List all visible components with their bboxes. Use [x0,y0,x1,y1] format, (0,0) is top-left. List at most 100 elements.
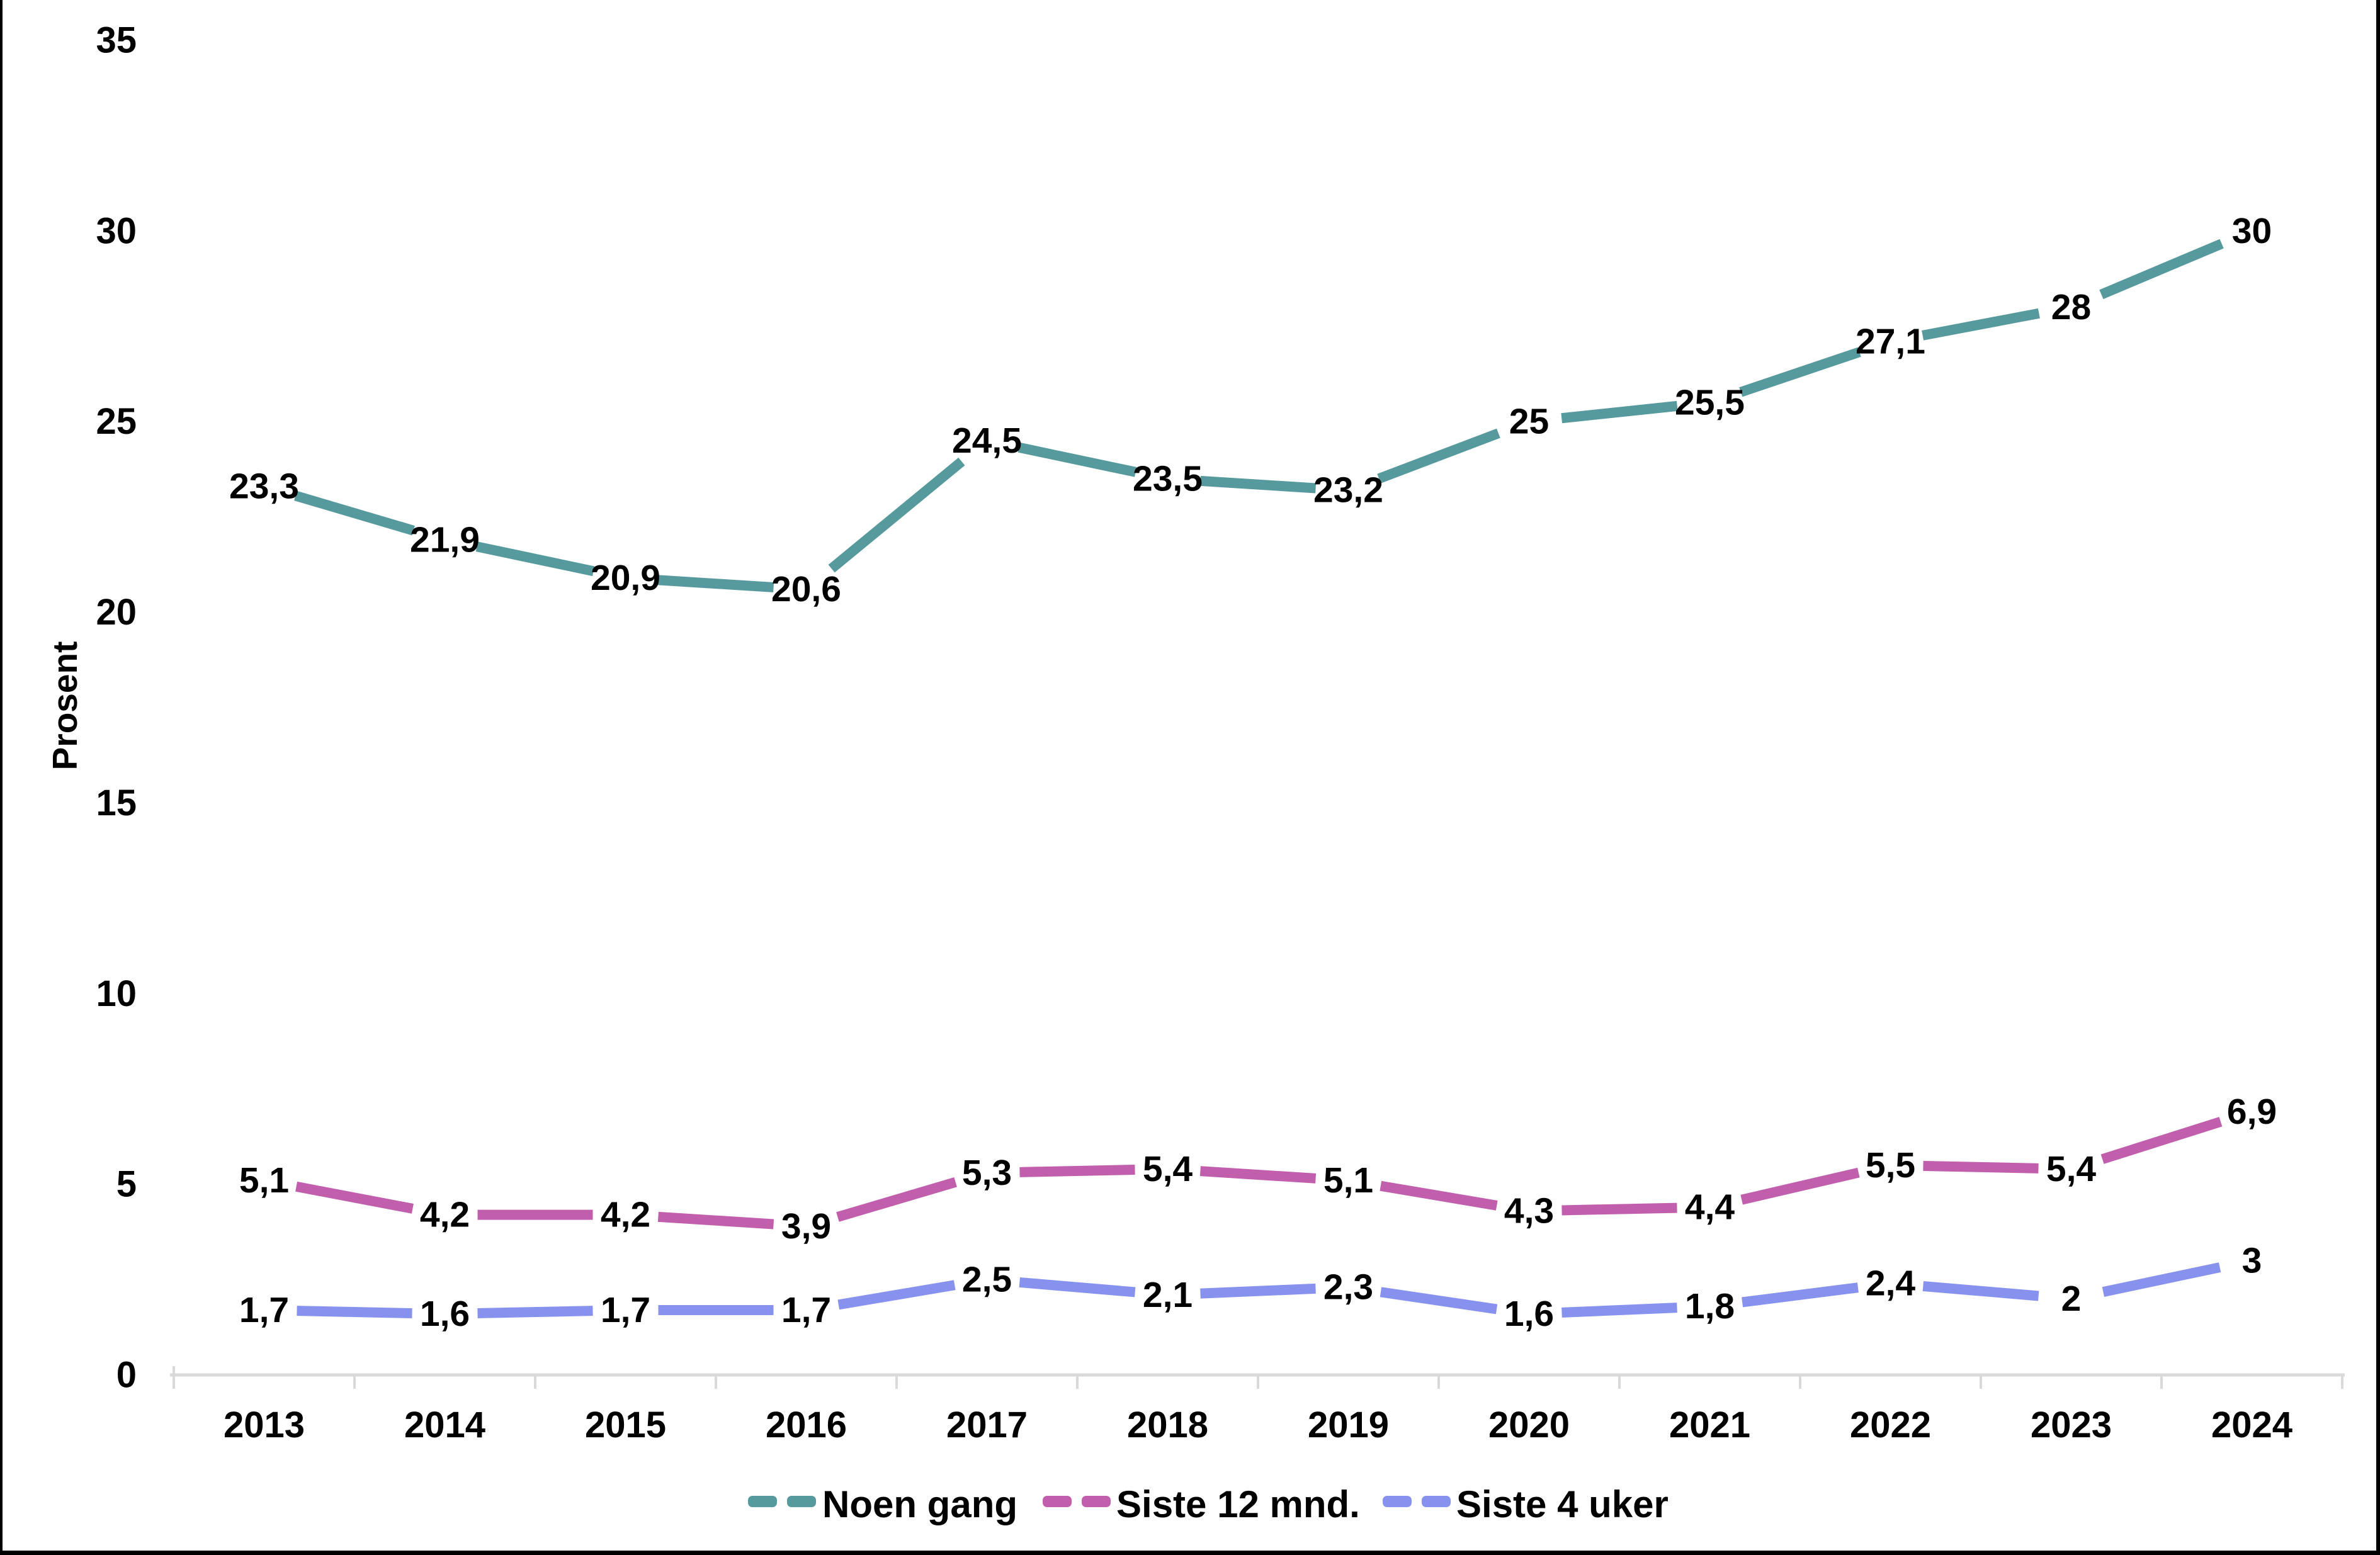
y-tick-label: 20 [96,592,137,633]
data-label: 30 [2232,211,2272,251]
y-tick-label: 25 [96,401,137,442]
legend: Noen gang Siste 12 mnd. Siste 4 uker [748,1483,1669,1525]
line-segment [657,1211,774,1230]
x-tick-label: 2013 [224,1405,305,1445]
line-segment [1019,1277,1136,1298]
series-line-siste-12-mnd- [295,1117,2223,1230]
data-label: 5,4 [2046,1149,2097,1189]
legend-marker-dash [1422,1496,1451,1507]
line-segment [1561,1202,1677,1216]
legend-item-noen-gang: Noen gang [748,1483,1017,1525]
line-segment [1199,1166,1317,1184]
line-segment [2102,1262,2221,1297]
data-labels: 23,321,920,9 20,624,523,5 23,225 25,527,128… [229,211,2277,1334]
data-label: 5,5 [1866,1145,1915,1185]
line-segment [1380,1180,1498,1211]
legend-marker-dash [1043,1496,1072,1507]
line-segment [1740,1167,1860,1205]
legend-label: Siste 12 mnd. [1116,1483,1360,1525]
line-segment [2099,239,2224,300]
x-tick-label: 2014 [404,1405,485,1445]
data-label: 25 [1509,402,1549,442]
data-label: 25,5 [1675,382,1745,422]
data-label: 20,9 [591,558,660,598]
line-segment [837,1280,956,1310]
data-label: 1,8 [1685,1286,1735,1326]
data-label: 1,7 [239,1290,289,1330]
data-label: 1,7 [781,1290,831,1330]
legend-marker-dash [787,1496,816,1507]
legend-marker-dash [1383,1496,1412,1507]
data-label: 2,3 [1323,1267,1373,1308]
data-label: 2,5 [962,1260,1012,1300]
x-tick-label: 2016 [766,1405,847,1445]
legend-marker-dash [1082,1496,1111,1507]
data-label: 1,7 [601,1290,650,1330]
data-label: 20,6 [771,569,841,609]
line-segment [1019,1165,1135,1177]
y-axis-labels: 0 5 10 15 20 25 30 35 [96,20,137,1396]
line-segment [1922,308,2040,341]
legend-label: Noen gang [822,1483,1017,1525]
line-segment [657,575,774,592]
line-segment [1017,442,1137,477]
data-label: 23,5 [1133,459,1203,499]
data-label: 4,3 [1504,1191,1554,1231]
line-segment [294,490,415,536]
x-tick-label: 2015 [585,1405,666,1445]
line-segment [2100,1117,2223,1164]
data-label: 2,4 [1866,1264,1916,1304]
line-segment [1739,347,1861,397]
x-tick-label: 2021 [1669,1405,1750,1445]
series-line-noen-gang [294,239,2224,592]
data-label: 4,2 [601,1195,650,1235]
x-axis [170,1366,2345,1389]
line-segment [295,1181,414,1214]
data-label: 5,1 [1323,1160,1373,1201]
x-axis-labels: 2013 2014 2015 2016 2017 2018 2019 2020 2021 2022… [224,1405,2292,1445]
data-label: 21,9 [410,519,480,560]
line-segment [475,541,595,577]
y-axis-title: Prosent [45,642,84,771]
data-label: 23,2 [1313,470,1383,511]
legend-label: Siste 4 uker [1456,1483,1669,1525]
data-label: 5,3 [962,1153,1012,1193]
data-label: 3 [2242,1240,2262,1281]
data-label: 3,9 [781,1206,831,1247]
x-tick-label: 2019 [1308,1405,1389,1445]
line-segment [1377,428,1500,483]
data-label: 5,1 [239,1160,289,1201]
data-label: 4,2 [420,1195,470,1235]
legend-item-siste-12-mnd: Siste 12 mnd. [1043,1483,1360,1525]
data-label: 2,1 [1143,1275,1193,1315]
series-line-siste-4-uker [297,1262,2221,1318]
data-label: 24,5 [952,421,1022,461]
line-segment [1922,1281,2039,1301]
x-tick-label: 2024 [2211,1405,2292,1445]
y-tick-label: 15 [96,783,137,823]
series-lines [294,239,2224,1318]
data-label: 27,1 [1856,322,1925,362]
y-tick-label: 5 [116,1164,137,1205]
y-tick-label: 35 [96,20,137,61]
line-segment [1561,400,1678,424]
legend-item-siste-4-uker: Siste 4 uker [1383,1483,1669,1525]
x-tick-label: 2022 [1850,1405,1931,1445]
y-tick-label: 30 [96,210,137,251]
line-segment [297,1306,412,1318]
line-segment [1199,475,1317,494]
line-segment [836,1177,957,1222]
data-label: 6,9 [2227,1092,2277,1132]
y-tick-label: 0 [116,1355,137,1396]
x-tick-label: 2023 [2031,1405,2112,1445]
line-segment [828,457,965,573]
line-segment [1561,1303,1677,1318]
data-label: 5,4 [1143,1149,1193,1189]
data-label: 2 [2061,1279,2082,1319]
data-label: 23,3 [229,466,299,507]
y-tick-label: 10 [96,973,137,1014]
data-label: 28 [2051,287,2091,327]
line-segment [1380,1287,1498,1315]
